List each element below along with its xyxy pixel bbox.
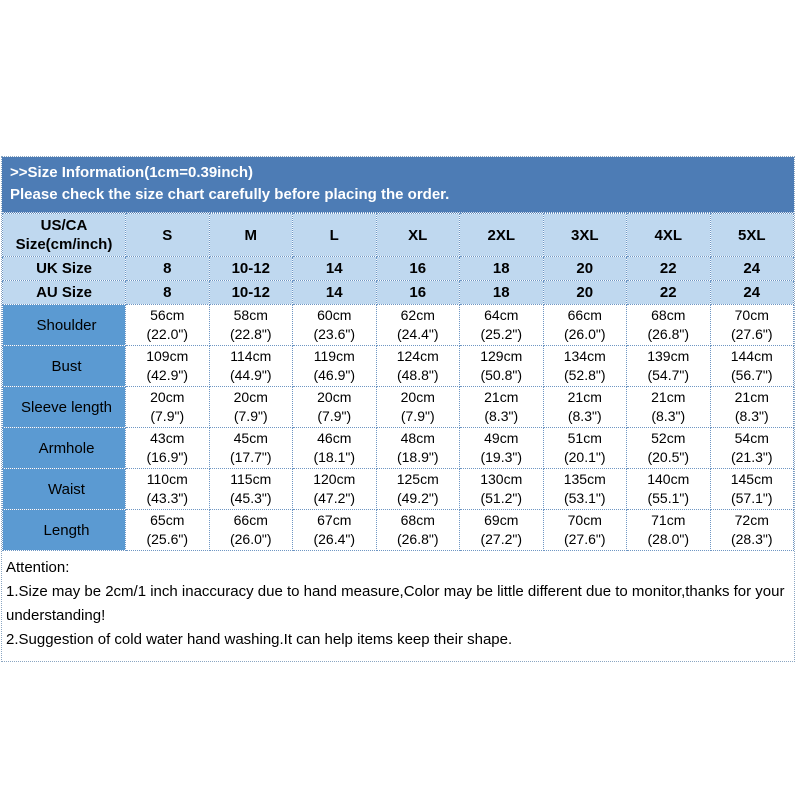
size-chart-panel: >>Size Information(1cm=0.39inch) Please … bbox=[1, 156, 795, 662]
region-size-value: 18 bbox=[459, 280, 544, 305]
region-size-value: 16 bbox=[375, 280, 460, 305]
measurement-value: 56cm (22.0") bbox=[125, 304, 210, 346]
measurement-value: 71cm (28.0") bbox=[626, 509, 711, 551]
size-col-header: S bbox=[125, 213, 210, 257]
measurement-value: 49cm (19.3") bbox=[459, 427, 544, 469]
measurement-label: Bust bbox=[2, 345, 126, 387]
region-size-label: AU Size bbox=[2, 280, 126, 305]
measurement-value: 70cm (27.6") bbox=[709, 304, 794, 346]
measurement-value: 68cm (26.8") bbox=[375, 509, 460, 551]
size-col-header: XL bbox=[375, 213, 460, 257]
measurement-value: 139cm (54.7") bbox=[626, 345, 711, 387]
measurement-value: 21cm (8.3") bbox=[626, 386, 711, 428]
measurement-row: Armhole 43cm (16.9") 45cm (17.7") 46cm (18.… bbox=[2, 427, 794, 469]
measurement-value: 65cm (25.6") bbox=[125, 509, 210, 551]
attention-note-1: 1.Size may be 2cm/1 inch inaccuracy due … bbox=[6, 583, 785, 624]
measurement-value: 21cm (8.3") bbox=[542, 386, 627, 428]
region-size-value: 20 bbox=[542, 256, 627, 281]
measurement-value: 20cm (7.9") bbox=[208, 386, 293, 428]
region-size-value: 22 bbox=[626, 280, 711, 305]
measurement-value: 43cm (16.9") bbox=[125, 427, 210, 469]
banner-subtitle: Please check the size chart carefully be… bbox=[10, 186, 450, 203]
attention-note-2: 2.Suggestion of cold water hand washing.… bbox=[6, 631, 513, 648]
corner-header-cell: US/CA Size(cm/inch) bbox=[2, 213, 126, 257]
measurement-value: 134cm (52.8") bbox=[542, 345, 627, 387]
measurement-value: 109cm (42.9") bbox=[125, 345, 210, 387]
measurement-row: Bust 109cm (42.9") 114cm (44.9") 119cm (46.… bbox=[2, 345, 794, 387]
measurement-row: Shoulder 56cm (22.0") 58cm (22.8") 60cm (23… bbox=[2, 304, 794, 346]
au-size-row: AU Size 8 10-12 14 16 18 20 22 24 bbox=[2, 280, 794, 305]
measurement-value: 120cm (47.2") bbox=[292, 468, 377, 510]
measurement-value: 64cm (25.2") bbox=[459, 304, 544, 346]
measurement-value: 52cm (20.5") bbox=[626, 427, 711, 469]
measurement-value: 21cm (8.3") bbox=[709, 386, 794, 428]
measurement-value: 20cm (7.9") bbox=[375, 386, 460, 428]
measurement-value: 20cm (7.9") bbox=[125, 386, 210, 428]
region-size-label: UK Size bbox=[2, 256, 126, 281]
measurement-value: 68cm (26.8") bbox=[626, 304, 711, 346]
measurement-value: 66cm (26.0") bbox=[208, 509, 293, 551]
measurement-value: 125cm (49.2") bbox=[375, 468, 460, 510]
measurement-value: 124cm (48.8") bbox=[375, 345, 460, 387]
measurement-value: 130cm (51.2") bbox=[459, 468, 544, 510]
measurement-value: 62cm (24.4") bbox=[375, 304, 460, 346]
measurement-value: 110cm (43.3") bbox=[125, 468, 210, 510]
size-col-header: M bbox=[208, 213, 293, 257]
measurement-label: Shoulder bbox=[2, 304, 126, 346]
measurement-value: 46cm (18.1") bbox=[292, 427, 377, 469]
measurement-value: 72cm (28.3") bbox=[709, 509, 794, 551]
measurement-value: 45cm (17.7") bbox=[208, 427, 293, 469]
region-size-value: 16 bbox=[375, 256, 460, 281]
measurement-row: Sleeve length 20cm (7.9") 20cm (7.9") 20cm … bbox=[2, 386, 794, 428]
size-header-row: US/CA Size(cm/inch) S M L XL 2XL 3XL 4XL 5XL bbox=[2, 213, 794, 257]
measurement-row: Waist 110cm (43.3") 115cm (45.3") 120cm (47… bbox=[2, 468, 794, 510]
measurement-value: 144cm (56.7") bbox=[709, 345, 794, 387]
measurement-value: 20cm (7.9") bbox=[292, 386, 377, 428]
size-col-header: 2XL bbox=[459, 213, 544, 257]
size-col-header: 4XL bbox=[626, 213, 711, 257]
size-col-header: L bbox=[292, 213, 377, 257]
size-info-banner: >>Size Information(1cm=0.39inch) Please … bbox=[2, 157, 794, 213]
measurement-label: Waist bbox=[2, 468, 126, 510]
measurement-value: 135cm (53.1") bbox=[542, 468, 627, 510]
region-size-value: 14 bbox=[292, 256, 377, 281]
banner-title: >>Size Information(1cm=0.39inch) bbox=[10, 164, 253, 181]
measurement-value: 114cm (44.9") bbox=[208, 345, 293, 387]
measurement-label: Length bbox=[2, 509, 126, 551]
size-col-header: 3XL bbox=[542, 213, 627, 257]
measurement-row: Length 65cm (25.6") 66cm (26.0") 67cm (26.4… bbox=[2, 509, 794, 551]
region-size-value: 24 bbox=[709, 256, 794, 281]
measurement-value: 69cm (27.2") bbox=[459, 509, 544, 551]
measurement-value: 21cm (8.3") bbox=[459, 386, 544, 428]
measurement-value: 67cm (26.4") bbox=[292, 509, 377, 551]
region-size-value: 10-12 bbox=[208, 280, 293, 305]
region-size-value: 24 bbox=[709, 280, 794, 305]
measurement-label: Armhole bbox=[2, 427, 126, 469]
measurement-value: 145cm (57.1") bbox=[709, 468, 794, 510]
region-size-value: 8 bbox=[125, 280, 210, 305]
region-size-value: 22 bbox=[626, 256, 711, 281]
uk-size-row: UK Size 8 10-12 14 16 18 20 22 24 bbox=[2, 256, 794, 281]
region-size-value: 14 bbox=[292, 280, 377, 305]
attention-heading: Attention: bbox=[6, 559, 70, 576]
measurement-value: 66cm (26.0") bbox=[542, 304, 627, 346]
measurement-value: 119cm (46.9") bbox=[292, 345, 377, 387]
measurement-value: 140cm (55.1") bbox=[626, 468, 711, 510]
region-size-value: 8 bbox=[125, 256, 210, 281]
region-size-value: 10-12 bbox=[208, 256, 293, 281]
measurement-value: 48cm (18.9") bbox=[375, 427, 460, 469]
measurement-value: 129cm (50.8") bbox=[459, 345, 544, 387]
measurement-value: 51cm (20.1") bbox=[542, 427, 627, 469]
measurement-label: Sleeve length bbox=[2, 386, 126, 428]
measurement-value: 60cm (23.6") bbox=[292, 304, 377, 346]
attention-section: Attention: 1.Size may be 2cm/1 inch inac… bbox=[2, 551, 794, 661]
region-size-value: 18 bbox=[459, 256, 544, 281]
measurement-value: 115cm (45.3") bbox=[208, 468, 293, 510]
size-chart-table: US/CA Size(cm/inch) S M L XL 2XL 3XL 4XL 5XL UK S… bbox=[2, 213, 794, 551]
region-size-value: 20 bbox=[542, 280, 627, 305]
measurement-value: 54cm (21.3") bbox=[709, 427, 794, 469]
size-col-header: 5XL bbox=[709, 213, 794, 257]
measurement-value: 58cm (22.8") bbox=[208, 304, 293, 346]
measurement-value: 70cm (27.6") bbox=[542, 509, 627, 551]
